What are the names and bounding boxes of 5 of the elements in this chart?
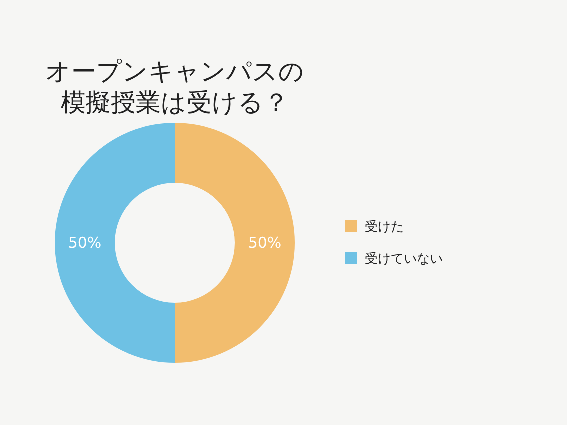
data-label: 50% — [68, 234, 102, 252]
data-label: 50% — [248, 234, 282, 252]
legend-label: 受けた — [365, 220, 404, 235]
chart-title: オープンキャンパスの模擬授業は受ける？ — [44, 56, 306, 118]
legend-label: 受けていない — [365, 252, 443, 267]
